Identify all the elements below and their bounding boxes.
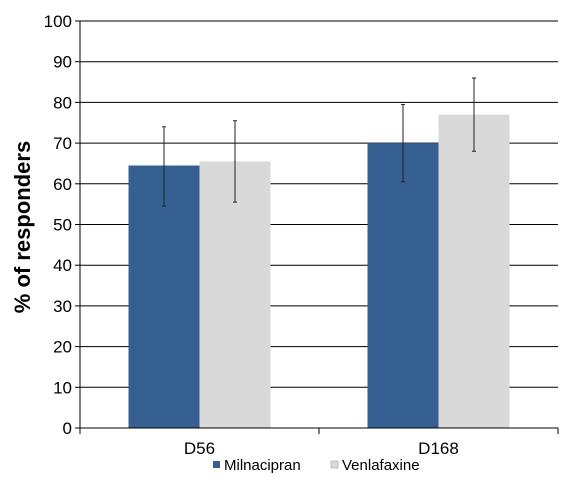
y-axis-title: % of responders bbox=[10, 141, 35, 313]
x-tick-label: D56 bbox=[184, 439, 215, 458]
y-tick-label: 100 bbox=[44, 12, 72, 31]
bar-venlafaxine-d168 bbox=[438, 114, 510, 429]
legend-label-venlafaxine: Venlafaxine bbox=[342, 457, 420, 474]
legend: Milnacipran Venlafaxine bbox=[213, 457, 420, 474]
y-tick-label: 0 bbox=[63, 419, 72, 438]
y-tick-label: 60 bbox=[53, 175, 72, 194]
y-tick-label: 50 bbox=[53, 216, 72, 235]
error-bars bbox=[162, 77, 476, 207]
y-tick-label: 70 bbox=[53, 134, 72, 153]
x-tick-label: D168 bbox=[418, 439, 459, 458]
y-tick-label: 10 bbox=[53, 378, 72, 397]
y-axis-ticks: 0 10 20 30 40 50 60 70 80 90 100 bbox=[44, 12, 80, 438]
bars bbox=[128, 114, 510, 429]
legend-label-milnacipran: Milnacipran bbox=[224, 457, 301, 474]
y-tick-label: 20 bbox=[53, 338, 72, 357]
legend-swatch-venlafaxine bbox=[330, 460, 339, 469]
legend-swatch-milnacipran bbox=[213, 461, 220, 468]
y-tick-label: 40 bbox=[53, 256, 72, 275]
bar-venlafaxine-d56 bbox=[199, 161, 271, 429]
x-axis-ticks: D56 D168 bbox=[79, 428, 559, 458]
y-tick-label: 80 bbox=[53, 93, 72, 112]
bar-milnacipran-d56 bbox=[128, 165, 200, 429]
y-tick-label: 90 bbox=[53, 53, 72, 72]
bar-milnacipran-d168 bbox=[367, 143, 439, 428]
y-tick-label: 30 bbox=[53, 297, 72, 316]
